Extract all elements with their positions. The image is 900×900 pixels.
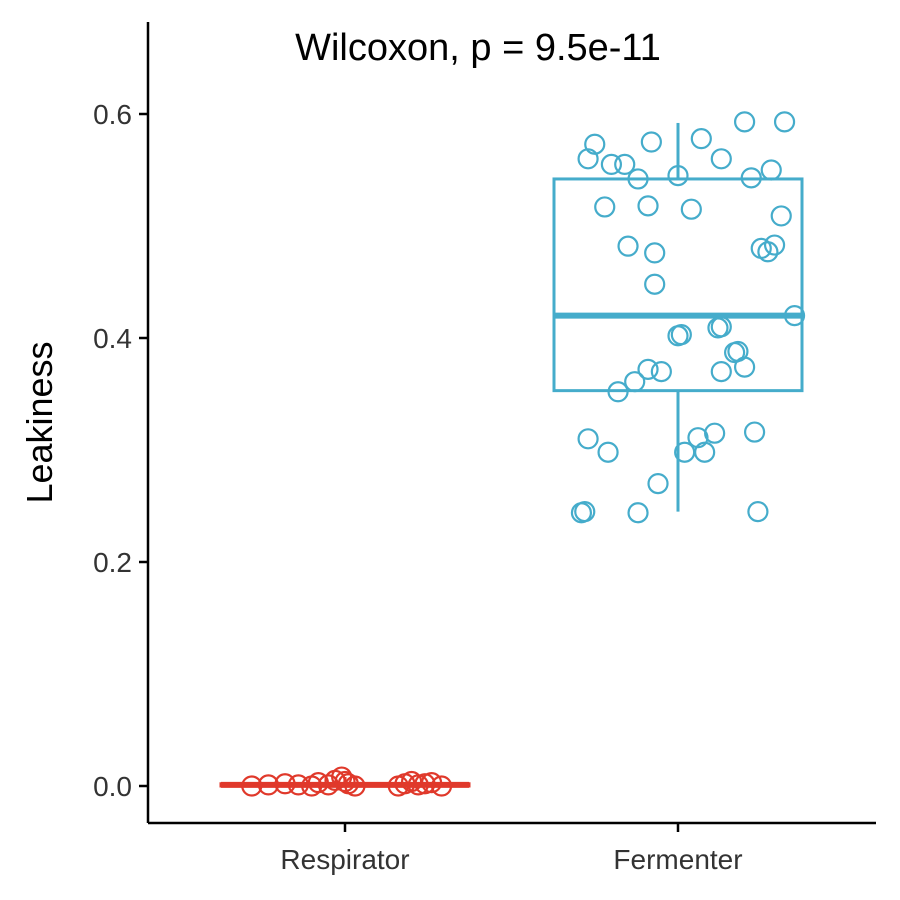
data-point [694,441,716,463]
y-tick-label: 0.0 [93,771,132,802]
data-point [670,324,692,346]
data-point [627,168,649,190]
data-point [667,165,689,187]
x-tick-label: Respirator [280,844,409,875]
data-point [420,772,443,794]
data-point [757,241,779,263]
data-point [704,422,726,444]
data-point [637,358,659,380]
axes [146,22,876,825]
data-point [624,371,646,393]
data-point [614,153,636,175]
data-point [740,167,762,189]
data-point [274,773,296,795]
y-tick-label: 0.6 [93,99,132,130]
data-point [257,774,280,796]
data-point [600,153,623,175]
data-point [241,775,263,797]
data-point [627,502,649,524]
data-point [710,148,732,170]
x-ticks: Respirator Fermenter [280,823,743,875]
data-point [607,381,629,403]
data-point [577,428,599,450]
data-point [733,356,756,378]
data-point [733,111,756,133]
data-point [763,234,786,256]
data-point [680,198,702,220]
y-axis-title: Leakiness [19,341,60,503]
data-point [430,775,453,797]
box-layer [219,122,804,788]
data-point [334,770,356,793]
data-point [650,361,672,383]
test-annotation: Wilcoxon, p = 9.5e-11 [295,27,661,69]
data-point [617,235,639,257]
data-point [773,111,796,133]
y-ticks: 0.0 0.2 0.4 0.6 [93,99,148,802]
data-point [710,361,732,383]
data-point [743,421,766,443]
data-point [414,773,436,795]
data-point [644,273,666,295]
data-point [577,148,599,170]
data-point [570,502,593,524]
data-point [783,305,806,327]
data-point [584,133,606,155]
data-point [760,159,782,181]
data-point [637,195,659,217]
point-layer [241,111,806,797]
data-point [647,473,669,495]
y-tick-label: 0.2 [93,547,132,578]
data-point [287,774,309,796]
data-point [597,441,619,463]
data-point [594,196,616,218]
data-point [640,131,662,153]
data-point [644,242,666,264]
y-tick-label: 0.4 [93,323,132,354]
data-point [690,128,712,150]
data-point [407,774,429,796]
data-point [770,205,792,227]
data-point [307,772,329,794]
data-point [747,501,769,523]
x-tick-label: Fermenter [613,844,742,875]
box-iqr [552,177,804,393]
data-point [344,775,366,797]
data-point [710,316,732,338]
